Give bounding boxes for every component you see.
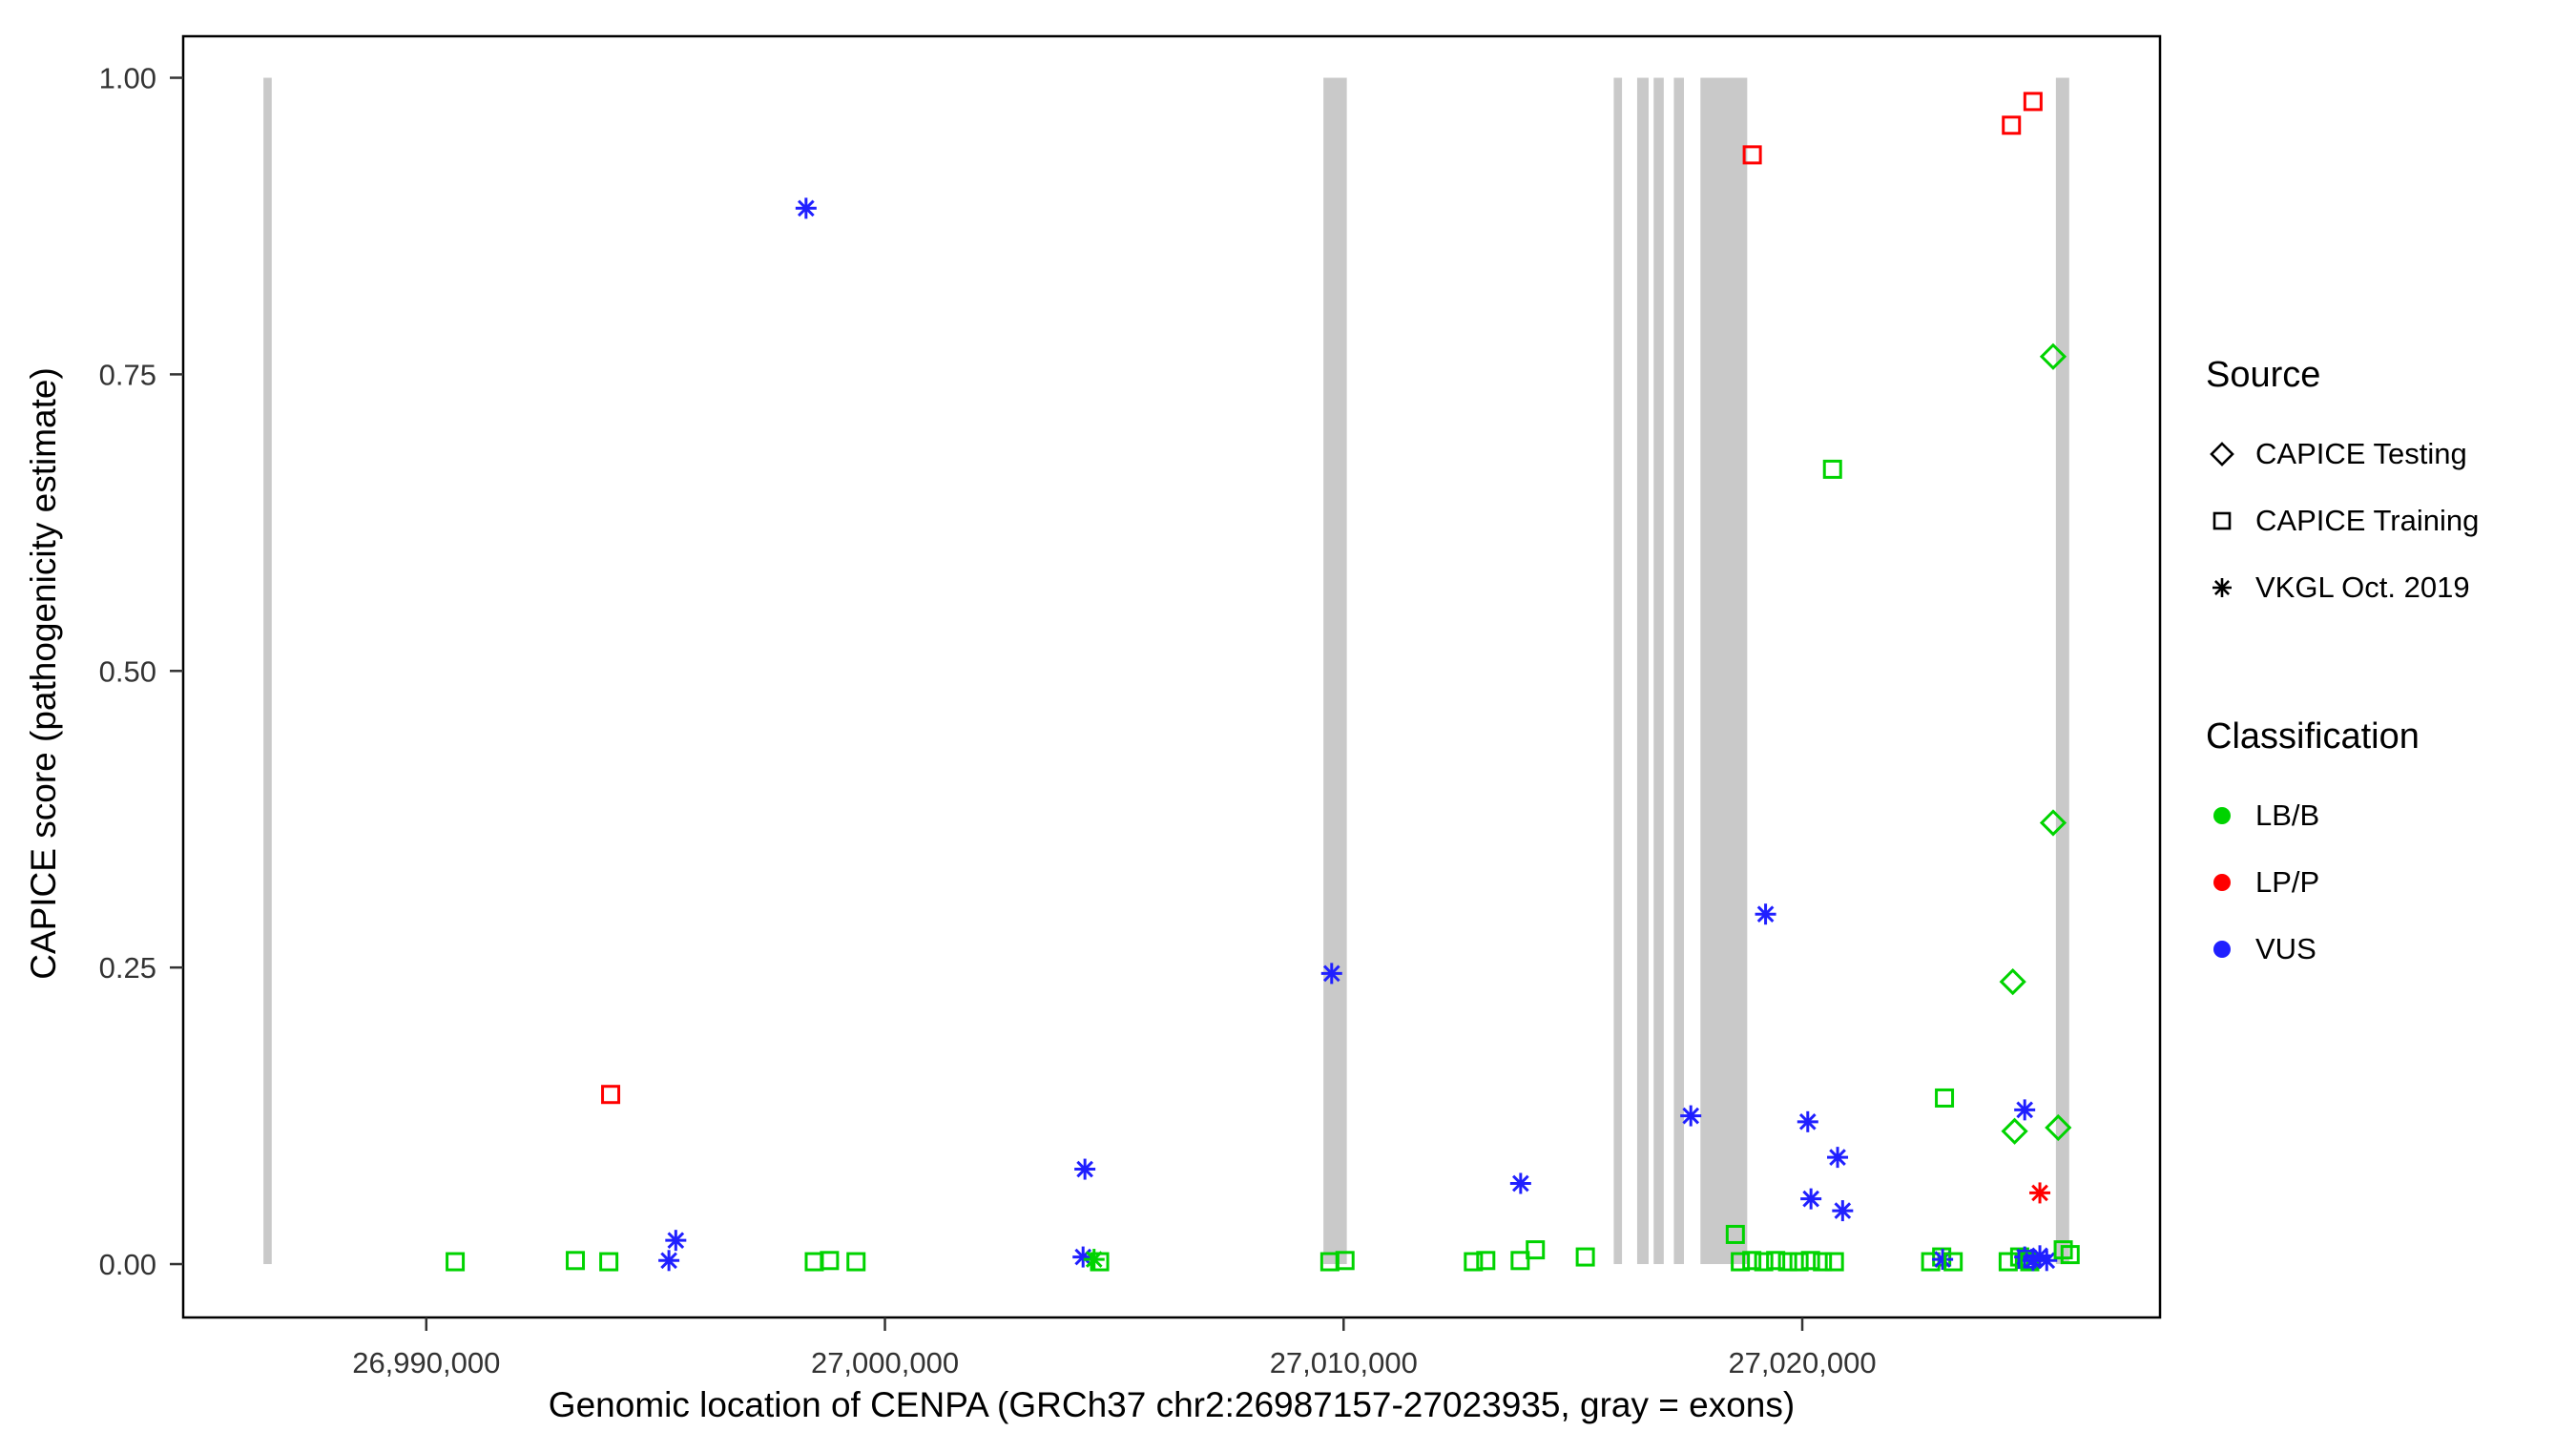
exon-bar — [1636, 77, 1649, 1265]
data-point-training — [1476, 1251, 1496, 1271]
data-point-vkgl — [1827, 1147, 1849, 1169]
data-point-testing — [2001, 1117, 2028, 1145]
exon-bar — [2055, 77, 2069, 1265]
y-tick-label: 0.75 — [99, 358, 156, 391]
legend-item-label: LP/P — [2255, 865, 2320, 899]
legend-item-label: VUS — [2255, 932, 2316, 965]
data-point-vkgl — [1680, 1105, 1702, 1127]
legend-item-label: CAPICE Training — [2255, 504, 2480, 537]
legend-item-capice-testing: CAPICE Testing — [2206, 421, 2479, 487]
data-point-training — [446, 1252, 466, 1272]
legend-item-lpp: LP/P — [2206, 849, 2479, 916]
y-tick-label: 0.50 — [99, 654, 156, 688]
exon-bar — [1673, 77, 1684, 1265]
legend-item-label: LB/B — [2255, 798, 2320, 832]
data-point-vkgl — [1755, 903, 1776, 925]
exon-bar — [1700, 77, 1748, 1265]
data-point-training — [1998, 1252, 2018, 1272]
data-point-vkgl — [2014, 1099, 2036, 1121]
diamond-icon — [2210, 442, 2234, 467]
square-icon — [2212, 511, 2232, 530]
x-tick-label: 26,990,000 — [352, 1346, 500, 1379]
blue-dot-icon — [2213, 941, 2231, 958]
legend-item-label: CAPICE Testing — [2255, 437, 2467, 470]
data-point-training — [1800, 1251, 1820, 1271]
data-point-vkgl — [1932, 1249, 1954, 1271]
exon-bar — [263, 77, 272, 1265]
legend-item-lbb: LB/B — [2206, 782, 2479, 849]
data-point-vkgl — [658, 1250, 680, 1272]
data-point-testing — [1999, 967, 2026, 996]
data-point-training — [1742, 145, 1762, 165]
data-point-vkgl — [1509, 1172, 1531, 1194]
data-point-testing — [2039, 809, 2067, 837]
red-dot-icon — [2213, 874, 2231, 891]
data-point-testing — [2039, 342, 2067, 370]
legend-item-vkgl: VKGL Oct. 2019 — [2206, 554, 2479, 621]
x-tick-label: 27,020,000 — [1728, 1346, 1876, 1379]
data-point-training — [1935, 1088, 1955, 1108]
data-point-training — [1725, 1224, 1745, 1244]
data-point-training — [1754, 1252, 1774, 1272]
data-point-training — [599, 1252, 619, 1272]
y-tick-label: 1.00 — [99, 62, 156, 95]
data-point-training — [1766, 1251, 1786, 1271]
exon-bar — [1323, 77, 1347, 1265]
data-point-vkgl — [665, 1230, 687, 1252]
data-point-training — [1824, 1252, 1844, 1272]
legend-item-vus: VUS — [2206, 916, 2479, 983]
asterisk-icon — [2212, 578, 2232, 597]
legend-item-capice-training: CAPICE Training — [2206, 487, 2479, 554]
x-axis-title: Genomic location of CENPA (GRCh37 chr2:2… — [548, 1385, 1796, 1424]
data-point-training — [601, 1085, 621, 1105]
x-tick-label: 27,000,000 — [811, 1346, 959, 1379]
data-point-training — [1510, 1251, 1530, 1271]
data-point-training — [1822, 459, 1842, 479]
data-point-training — [1789, 1252, 1809, 1272]
data-point-training — [1777, 1252, 1797, 1272]
data-point-vkgl — [1797, 1110, 1818, 1132]
data-point-training — [1526, 1240, 1546, 1260]
legend-item-label: VKGL Oct. 2019 — [2255, 570, 2470, 604]
data-point-training — [2060, 1245, 2080, 1265]
data-point-training — [1335, 1251, 1355, 1271]
data-point-training — [2023, 92, 2043, 112]
data-point-vkgl — [2036, 1250, 2058, 1272]
data-point-training — [1464, 1252, 1484, 1272]
legend-spacer — [2206, 621, 2479, 716]
panel-border — [181, 34, 2162, 1319]
data-point-training — [1813, 1252, 1833, 1272]
data-point-training — [1731, 1252, 1751, 1272]
data-point-training — [846, 1252, 866, 1272]
data-point-vkgl — [1083, 1249, 1105, 1271]
data-point-training — [1090, 1252, 1110, 1272]
exon-bar — [1613, 77, 1623, 1265]
data-point-training — [1575, 1247, 1595, 1267]
data-point-vkgl — [1832, 1200, 1854, 1222]
data-point-training — [2002, 115, 2022, 135]
data-point-vkgl — [1074, 1158, 1096, 1180]
green-dot-icon — [2213, 807, 2231, 824]
data-point-training — [820, 1251, 840, 1271]
data-point-vkgl — [1320, 963, 1342, 985]
data-point-training — [1742, 1251, 1762, 1271]
exon-bar — [1653, 77, 1664, 1265]
data-point-vkgl — [795, 197, 817, 219]
x-tick-label: 27,010,000 — [1270, 1346, 1418, 1379]
y-tick-label: 0.00 — [99, 1248, 156, 1281]
legend-classification-title: Classification — [2206, 716, 2420, 757]
legend: Source CAPICE Testing CAPICE Training VK… — [2206, 355, 2479, 983]
data-point-vkgl — [1800, 1188, 1822, 1210]
y-tick-label: 0.25 — [99, 951, 156, 985]
data-point-training — [566, 1251, 586, 1271]
data-point-training — [1943, 1252, 1963, 1272]
legend-source-title: Source — [2206, 355, 2321, 395]
data-point-testing — [2045, 1113, 2072, 1142]
data-point-vkgl — [2029, 1182, 2051, 1204]
